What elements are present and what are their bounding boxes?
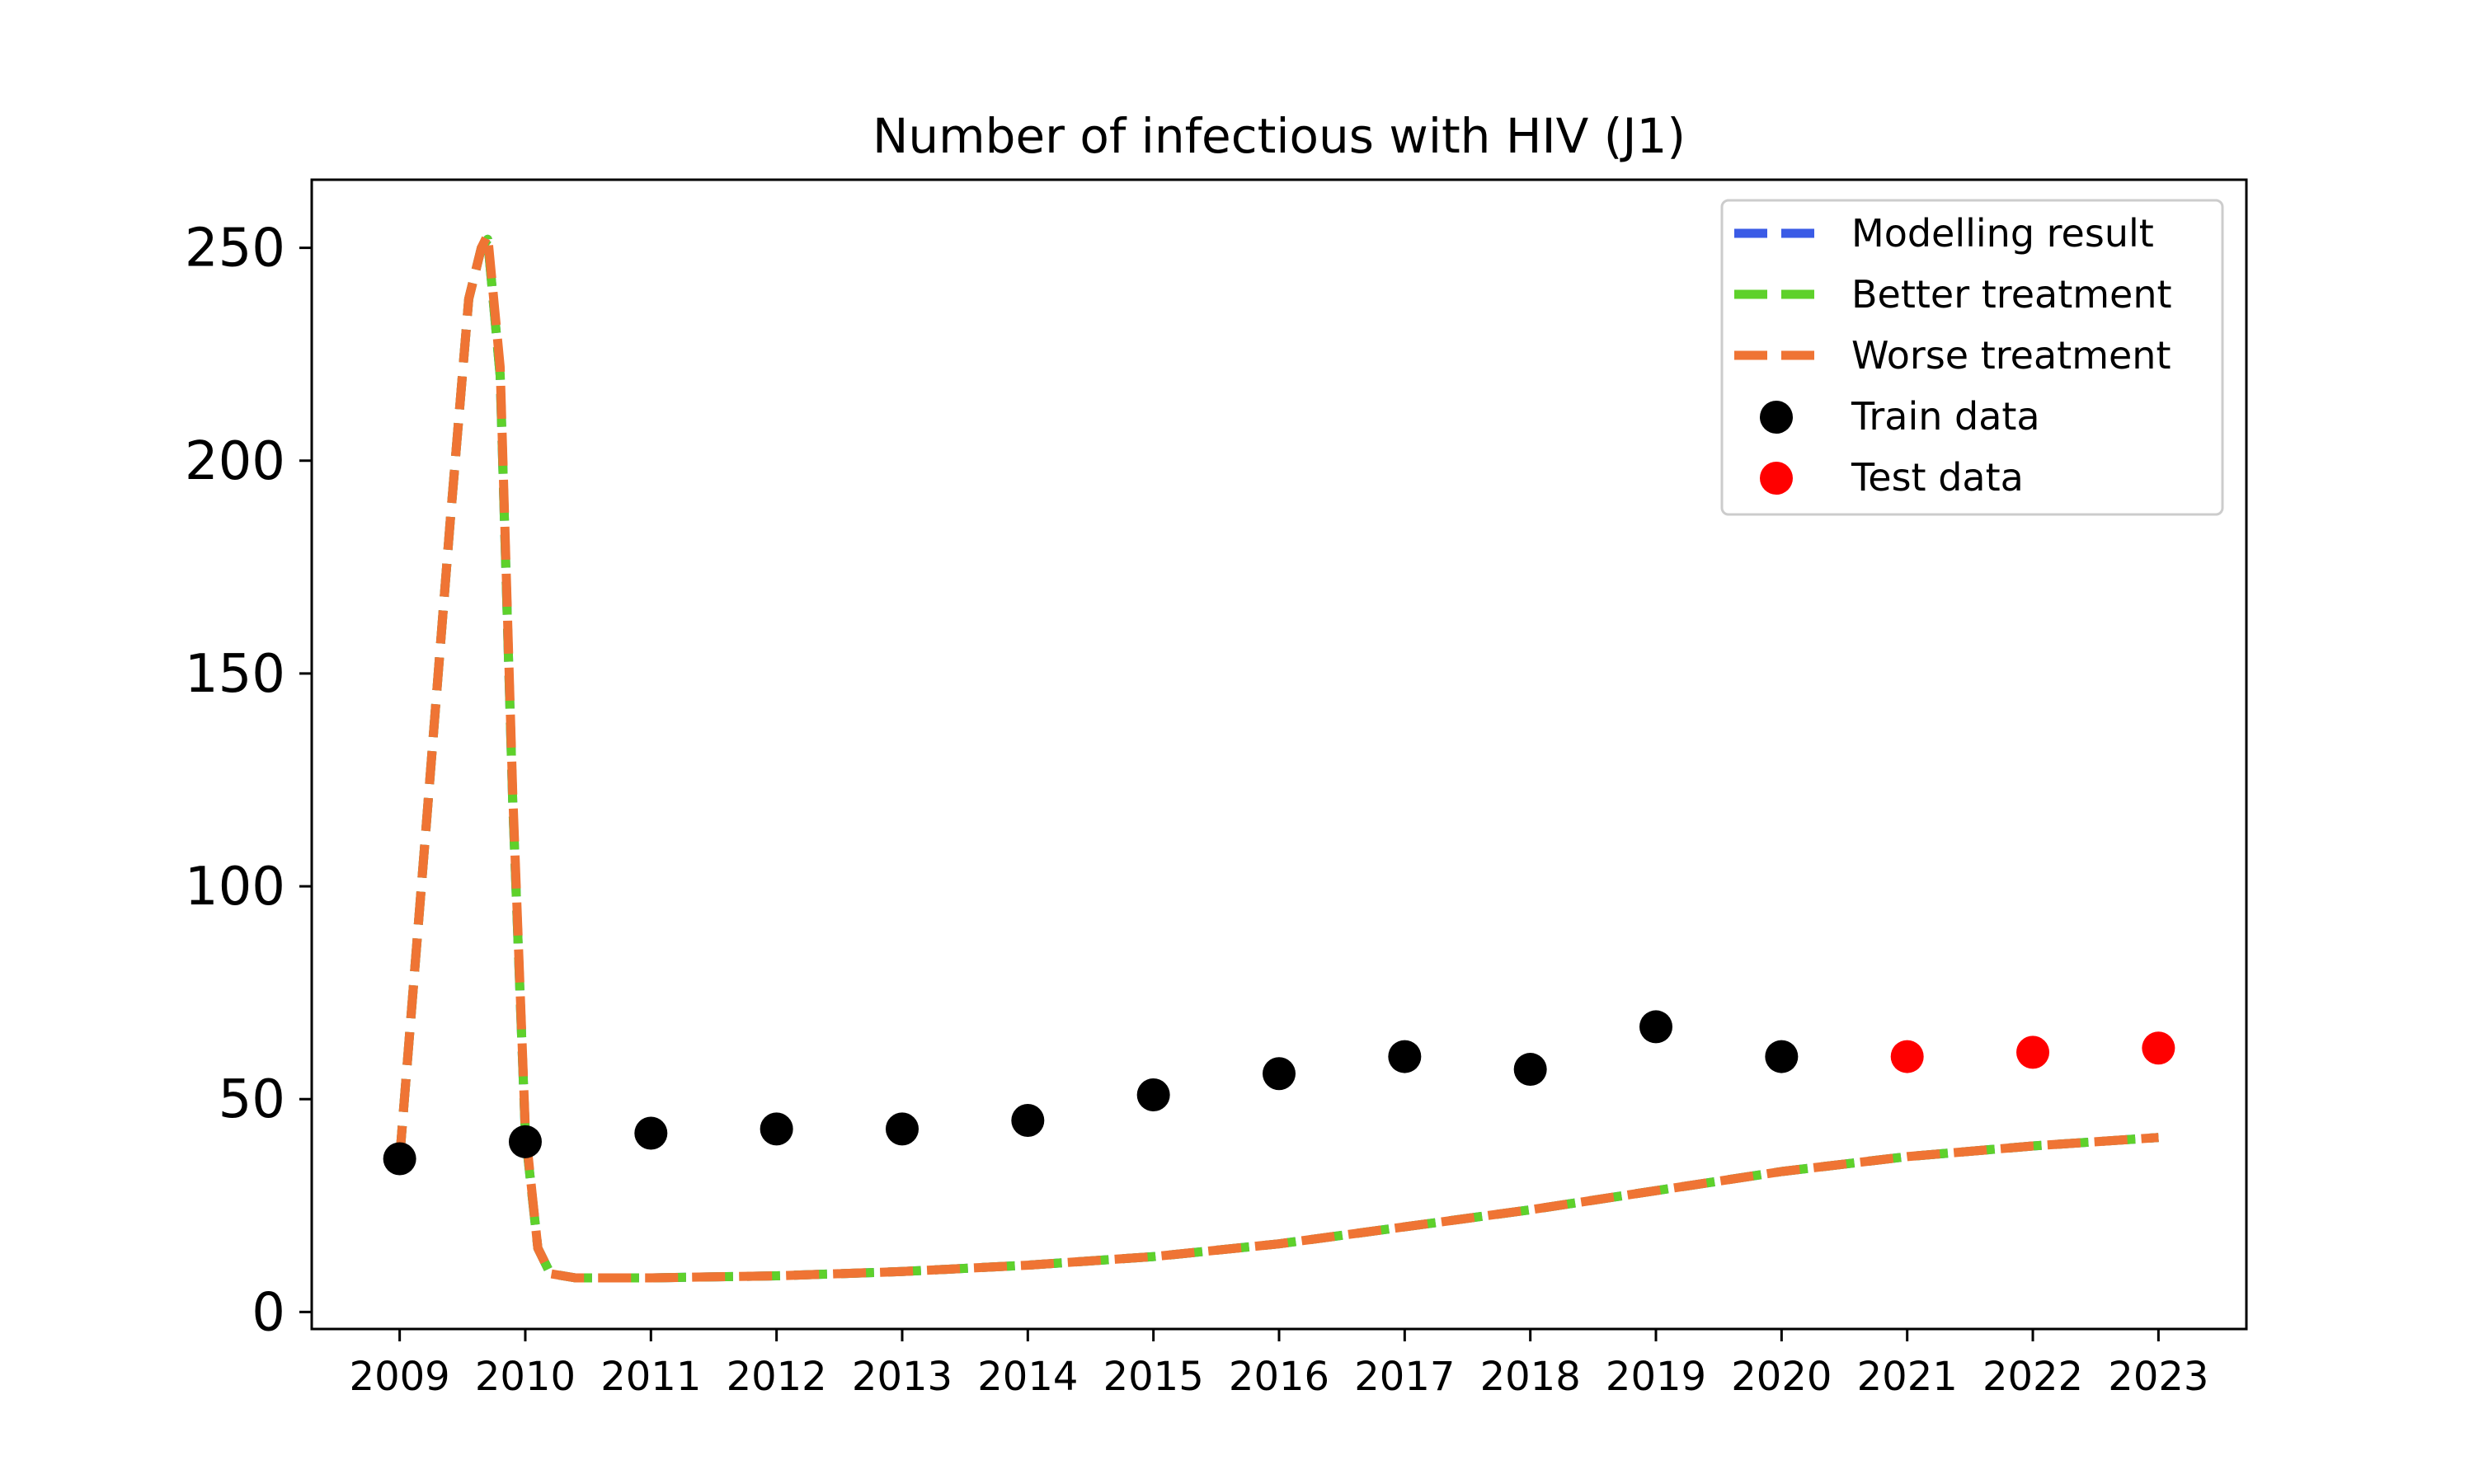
data-point-train-data [1639,1010,1673,1044]
x-tick-label: 2010 [475,1354,576,1400]
y-tick-label: 100 [185,857,285,918]
x-tick-label: 2011 [600,1354,701,1400]
y-tick-label: 50 [219,1069,285,1130]
x-axis: 2009 2010 2011 2012 2013 2014 2015 2016 2017 2018… [350,1329,2208,1400]
legend-swatch-test-data [1760,462,1793,495]
x-tick-label: 2023 [2108,1354,2208,1400]
data-point-train-data [1388,1040,1422,1073]
legend-label-train-data: Train data [1851,394,2040,439]
data-point-train-data [634,1116,668,1150]
x-tick-label: 2021 [1857,1354,1958,1400]
data-point-train-data [1765,1040,1799,1073]
legend: Modelling result Better treatment Worse tr… [1720,199,2224,516]
data-point-train-data [1136,1078,1170,1112]
data-point-train-data [885,1112,919,1146]
legend-swatch-train-data [1760,401,1793,434]
x-tick-label: 2015 [1103,1354,1204,1400]
series-points [383,1010,2175,1176]
y-tick-label: 250 [185,218,285,279]
series-lines [395,230,2159,1283]
legend-label-better-treatment: Better treatment [1851,272,2172,317]
data-point-train-data [508,1125,542,1158]
data-point-train-data [760,1112,793,1146]
y-axis: 0 50 100 150 200 250 [185,218,312,1343]
x-tick-label: 2013 [852,1354,952,1400]
data-point-train-data [1513,1053,1547,1087]
y-tick-label: 0 [252,1282,285,1343]
plot-frame [310,178,2248,1331]
x-tick-label: 2022 [1982,1354,2083,1400]
x-tick-label: 2017 [1354,1354,1455,1400]
data-point-train-data [1263,1057,1296,1091]
x-tick-label: 2018 [1480,1354,1581,1400]
x-tick-label: 2020 [1731,1354,1832,1400]
legend-label-modelling-result: Modelling result [1851,211,2154,256]
x-tick-label: 2009 [350,1354,450,1400]
data-point-train-data [1011,1104,1045,1138]
data-point-test-data [2016,1036,2050,1069]
x-tick-label: 2012 [727,1354,827,1400]
series-line-worse-treatment [395,230,2159,1283]
legend-box [1720,199,2224,516]
data-point-test-data [1890,1040,1924,1073]
x-tick-label: 2019 [1606,1354,1706,1400]
y-tick-label: 150 [185,644,285,705]
chart-title: Number of infectious with HIV (J1) [872,108,1686,164]
x-tick-label: 2016 [1229,1354,1329,1400]
x-tick-label: 2014 [977,1354,1078,1400]
data-point-train-data [383,1142,416,1176]
data-point-test-data [2142,1031,2175,1065]
legend-label-worse-treatment: Worse treatment [1851,333,2171,378]
legend-label-test-data: Test data [1851,455,2024,500]
y-tick-label: 200 [185,431,285,492]
